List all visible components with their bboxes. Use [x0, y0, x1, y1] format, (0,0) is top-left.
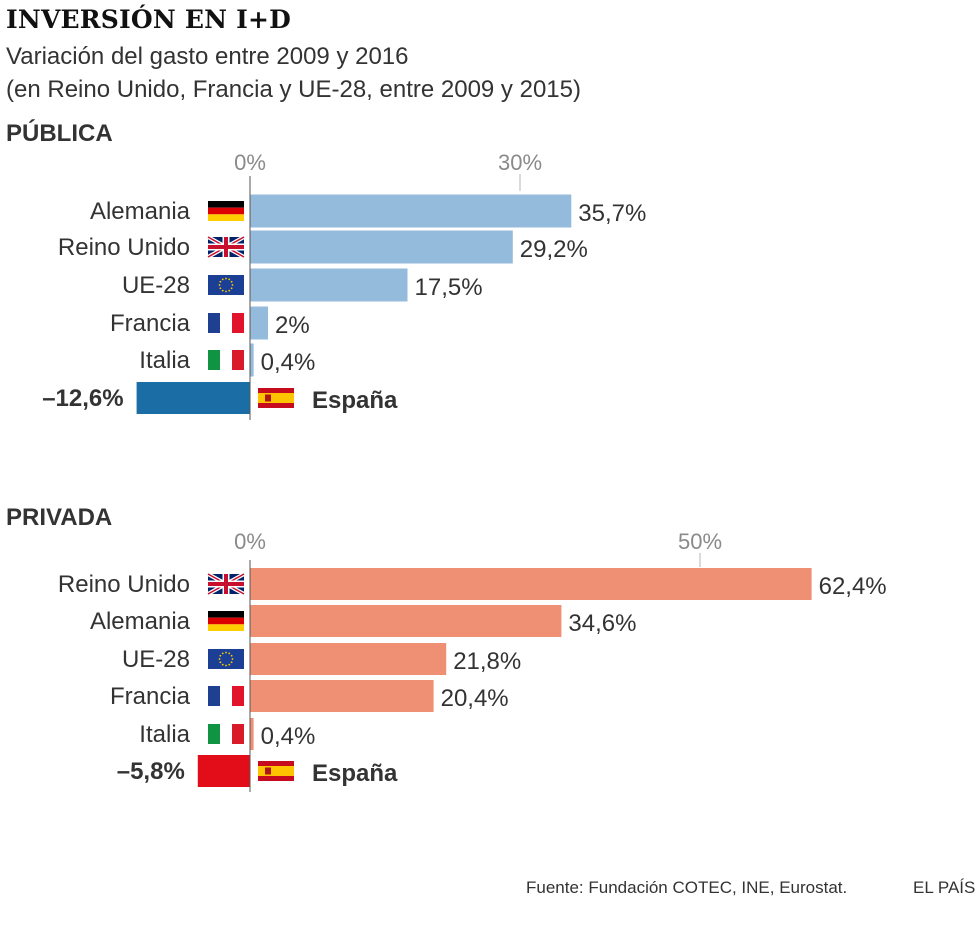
public-value-label-espana: –12,6% — [42, 385, 123, 412]
private-bar-ue-28 — [250, 643, 447, 675]
public-chart: 0% 30% Alemania 35,7% Reino Unido 29,2% UE-28 1… — [42, 150, 646, 420]
spain-flag-icon — [258, 761, 294, 781]
public-bar-francia — [250, 306, 268, 340]
public-value-label-reino-unido: 29,2% — [520, 236, 588, 263]
italy-flag-icon — [208, 724, 244, 744]
private-bar-espana — [197, 755, 250, 787]
public-bar-alemania — [250, 194, 572, 228]
private-tick-label-50: 50% — [678, 529, 722, 554]
private-value-label-italia: 0,4% — [261, 723, 316, 750]
france-flag-icon — [208, 313, 244, 333]
public-value-label-ue-28: 17,5% — [415, 274, 483, 301]
private-category-label-espana: España — [312, 760, 398, 787]
public-tick-label-30: 30% — [498, 150, 542, 175]
private-bar-alemania — [250, 605, 562, 637]
private-tick-label-0: 0% — [234, 529, 266, 554]
private-value-label-alemania: 34,6% — [568, 610, 636, 637]
public-value-label-alemania: 35,7% — [578, 200, 646, 227]
private-chart: 0% 50% Reino Unido 62,4% Alemania 34,6% UE-28 2… — [58, 529, 887, 792]
private-category-label-reino-unido: Reino Unido — [58, 571, 190, 598]
section-label-public: PÚBLICA — [6, 120, 113, 147]
chart-subtitle-line1: Variación del gasto entre 2009 y 2016 — [6, 43, 409, 70]
uk-flag-icon — [207, 235, 245, 259]
spain-flag-icon — [258, 388, 294, 408]
uk-flag-icon — [207, 572, 245, 596]
private-value-label-ue-28: 21,8% — [453, 648, 521, 675]
private-value-label-reino-unido: 62,4% — [819, 573, 887, 600]
chart-subtitle-line2: (en Reino Unido, Francia y UE-28, entre … — [6, 76, 581, 103]
private-category-label-italia: Italia — [139, 721, 190, 748]
public-bar-ue-28 — [250, 268, 408, 302]
private-category-label-ue-28: UE-28 — [122, 646, 190, 673]
public-bar-espana — [136, 382, 250, 414]
public-value-label-francia: 2% — [275, 312, 310, 339]
chart-title: INVERSIÓN EN I+D — [6, 5, 291, 34]
private-bar-reino-unido — [250, 568, 812, 600]
germany-flag-icon — [208, 201, 244, 221]
private-value-label-espana: –5,8% — [117, 758, 185, 785]
section-label-private: PRIVADA — [6, 504, 113, 531]
private-value-label-francia: 20,4% — [441, 685, 509, 712]
source-note: Fuente: Fundación COTEC, INE, Eurostat. — [526, 878, 848, 897]
public-category-label-alemania: Alemania — [90, 198, 191, 225]
public-bar-reino-unido — [250, 230, 513, 264]
germany-flag-icon — [208, 611, 244, 631]
public-value-label-italia: 0,4% — [261, 349, 316, 376]
private-category-label-francia: Francia — [110, 683, 191, 710]
private-bar-italia — [250, 718, 254, 750]
france-flag-icon — [208, 686, 244, 706]
public-category-label-ue-28: UE-28 — [122, 272, 190, 299]
private-bar-francia — [250, 680, 434, 712]
public-tick-label-0: 0% — [234, 150, 266, 175]
public-bar-italia — [250, 343, 254, 377]
public-category-label-reino-unido: Reino Unido — [58, 234, 190, 261]
public-category-label-italia: Italia — [139, 347, 190, 374]
brand-label: EL PAÍS — [913, 878, 976, 897]
public-category-label-espana: España — [312, 387, 398, 414]
private-category-label-alemania: Alemania — [90, 608, 191, 635]
italy-flag-icon — [208, 350, 244, 370]
eu-flag-icon — [208, 649, 244, 669]
public-category-label-francia: Francia — [110, 310, 191, 337]
eu-flag-icon — [208, 275, 244, 295]
